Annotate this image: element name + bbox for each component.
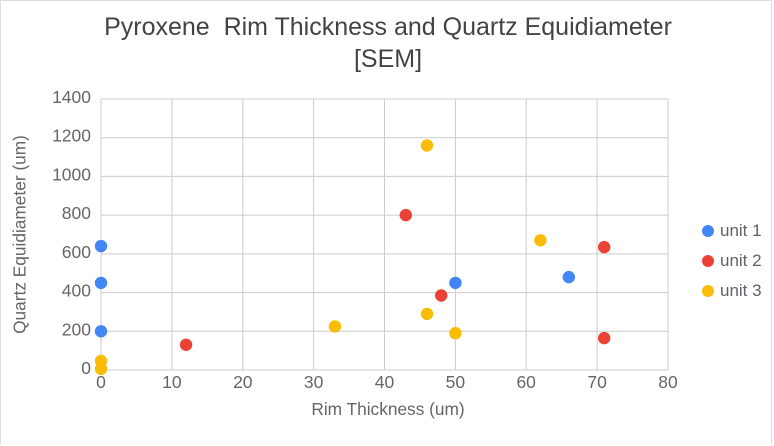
- svg-text:70: 70: [587, 372, 607, 392]
- svg-text:80: 80: [658, 372, 678, 392]
- svg-text:600: 600: [62, 242, 91, 262]
- svg-text:1200: 1200: [52, 126, 91, 146]
- svg-text:400: 400: [62, 281, 91, 301]
- svg-text:1400: 1400: [52, 87, 91, 107]
- svg-text:40: 40: [375, 372, 395, 392]
- svg-text:20: 20: [233, 372, 253, 392]
- svg-text:10: 10: [162, 372, 182, 392]
- svg-text:1000: 1000: [52, 164, 91, 184]
- svg-text:800: 800: [62, 203, 91, 223]
- svg-text:60: 60: [516, 372, 536, 392]
- svg-text:30: 30: [304, 372, 324, 392]
- svg-text:50: 50: [446, 372, 466, 392]
- svg-text:200: 200: [62, 319, 91, 339]
- svg-text:0: 0: [81, 358, 91, 378]
